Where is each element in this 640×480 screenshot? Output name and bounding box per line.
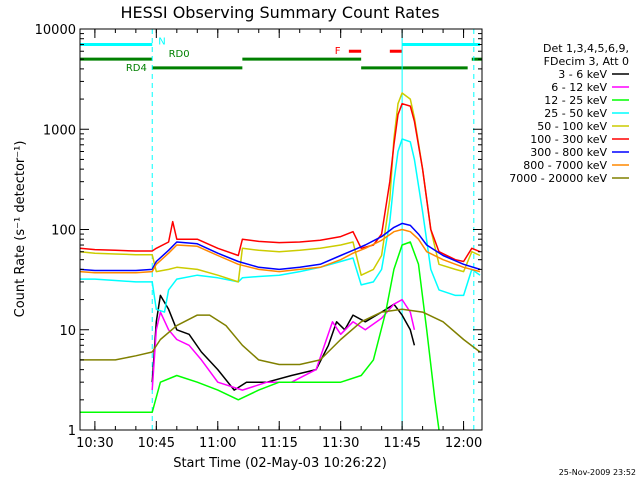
x-tick-label: 10:30 bbox=[76, 436, 113, 451]
footer-date: 25-Nov-2009 23:52 bbox=[559, 468, 636, 477]
legend-entry: 25 - 50 keV bbox=[544, 107, 607, 120]
x-tick-label: 11:00 bbox=[199, 436, 236, 451]
y-tick-label: 100 bbox=[51, 224, 76, 239]
x-axis-label: Start Time (02-May-03 10:26:22) bbox=[173, 456, 387, 471]
legend-entry: 3 - 6 keV bbox=[558, 68, 607, 81]
series-line bbox=[79, 228, 481, 274]
observing-bar-label: N bbox=[158, 37, 165, 48]
legend-entry: 6 - 12 keV bbox=[551, 81, 607, 94]
series-lines bbox=[79, 92, 481, 431]
series-line bbox=[80, 138, 481, 313]
legend-header: Det 1,3,4,5,6,9, bbox=[543, 42, 629, 55]
y-axis-label: Count Rate (s⁻¹ detector⁻¹) bbox=[13, 141, 28, 318]
plot-frame bbox=[79, 28, 483, 431]
series-line bbox=[79, 222, 481, 272]
series-line bbox=[151, 294, 416, 391]
x-tick-label: 11:30 bbox=[322, 436, 359, 451]
y-tick-label: 10000 bbox=[35, 23, 76, 38]
y-tick-label: 1000 bbox=[43, 123, 76, 138]
observing-bar-label: RD0 bbox=[169, 49, 190, 60]
observing-bar-label: RD4 bbox=[126, 63, 147, 74]
legend-entry: 7000 - 20000 keV bbox=[509, 172, 607, 185]
series-line bbox=[79, 102, 481, 263]
x-axis: 10:30 10:45 11:00 11:15 11:30 11:45 12:00 bbox=[76, 29, 482, 451]
y-tick-label: 10 bbox=[59, 324, 76, 339]
series-line bbox=[80, 308, 481, 366]
legend-entry: 100 - 300 keV bbox=[530, 133, 607, 146]
legend: Det 1,3,4,5,6,9,FDecim 3, Att 03 - 6 keV… bbox=[509, 42, 629, 185]
chart-title: HESSI Observing Summary Count Rates bbox=[120, 3, 439, 22]
series-line bbox=[79, 92, 481, 283]
legend-header: FDecim 3, Att 0 bbox=[544, 55, 629, 68]
observing-bars: N F RD0 RD4 bbox=[80, 37, 482, 74]
series-line bbox=[80, 241, 440, 431]
legend-entry: 800 - 7000 keV bbox=[523, 159, 607, 172]
x-tick-label: 11:45 bbox=[383, 436, 420, 451]
x-tick-label: 12:00 bbox=[445, 436, 482, 451]
legend-entry: 12 - 25 keV bbox=[544, 94, 607, 107]
observing-bar-label: F bbox=[335, 46, 341, 57]
y-axis: 1 10 100 1000 10000 bbox=[35, 23, 482, 439]
x-tick-label: 11:15 bbox=[260, 436, 297, 451]
legend-entry: 50 - 100 keV bbox=[537, 120, 607, 133]
legend-entry: 300 - 800 keV bbox=[530, 146, 607, 159]
y-tick-label: 1 bbox=[68, 424, 76, 439]
series-line bbox=[151, 298, 416, 391]
x-tick-label: 10:45 bbox=[138, 436, 175, 451]
